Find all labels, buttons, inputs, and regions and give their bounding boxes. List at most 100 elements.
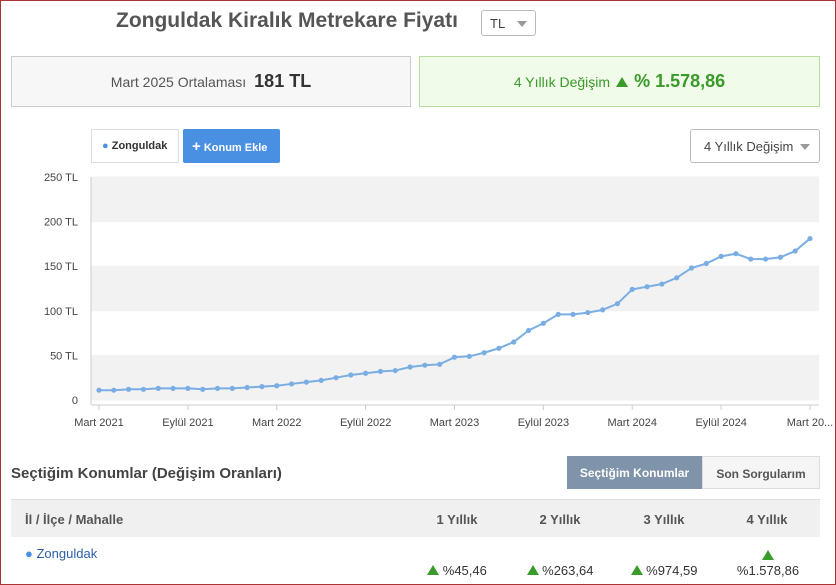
data-point xyxy=(437,361,443,367)
data-point xyxy=(540,320,546,326)
data-point xyxy=(496,345,502,351)
data-point xyxy=(185,385,191,392)
up-arrow xyxy=(616,76,629,87)
up-arrow xyxy=(427,565,440,575)
data-point xyxy=(377,368,384,375)
data-point xyxy=(555,311,561,317)
data-point xyxy=(96,387,102,393)
grid-band xyxy=(91,266,819,311)
data-point xyxy=(792,248,798,254)
x-tick-label: Eylül 2022 xyxy=(340,417,391,429)
y-tick-label: 200 TL xyxy=(44,217,78,229)
location-chip-text: Zonguldak xyxy=(111,140,168,152)
data-point xyxy=(451,354,458,360)
data-point xyxy=(644,284,650,290)
x-tick-label: Eylül 2024 xyxy=(695,417,746,429)
add-location-text: Konum Ekle xyxy=(203,142,268,154)
grid-band xyxy=(91,355,819,400)
currency-text: TL xyxy=(490,16,506,31)
x-tick-label: Mart 20... xyxy=(787,417,833,429)
data-point xyxy=(155,385,161,392)
currency-select[interactable]: TL xyxy=(481,10,536,36)
x-tick-label: Mart 2024 xyxy=(607,417,657,429)
tab[interactable]: Son Sorgularım xyxy=(702,456,820,489)
tab-active[interactable]: Seçtiğim Konumlar xyxy=(567,456,702,489)
data-point xyxy=(525,327,532,334)
data-point xyxy=(214,385,221,392)
cell-text: %263,64 xyxy=(542,563,594,578)
cell-text: %974,59 xyxy=(646,563,698,578)
data-point xyxy=(259,384,265,390)
y-tick-label: 100 TL xyxy=(44,306,78,318)
data-point xyxy=(422,362,428,368)
period-select[interactable]: 4 Yıllık Değişim xyxy=(690,129,820,163)
data-point xyxy=(288,381,295,387)
data-point xyxy=(733,251,739,257)
caret xyxy=(517,21,527,27)
data-point xyxy=(614,301,621,307)
x-tick-label: Mart 2023 xyxy=(430,417,480,429)
row-cell: %974,59 xyxy=(624,563,704,578)
data-point xyxy=(629,286,635,292)
header-cell: 4 Yıllık xyxy=(746,512,788,527)
x-tick-label: Eylül 2021 xyxy=(162,417,213,429)
change-value: % 1.578,86 xyxy=(634,71,726,91)
x-tick-label: Mart 2022 xyxy=(252,417,302,429)
data-point xyxy=(600,307,606,313)
y-tick-label: 50 TL xyxy=(50,350,78,362)
average-value: 181 TL xyxy=(254,71,312,91)
average-label: Mart 2025 Ortalaması xyxy=(110,73,247,90)
data-point xyxy=(407,364,413,370)
up-arrow xyxy=(762,550,774,560)
add-location-button[interactable]: + Konum Ekle xyxy=(183,129,280,163)
location-chip[interactable]: ● Zonguldak xyxy=(91,129,179,163)
data-point xyxy=(777,254,783,260)
data-point xyxy=(126,386,132,392)
header-cell: İl / İlçe / Mahalle xyxy=(25,512,124,527)
data-point xyxy=(718,253,724,259)
data-point xyxy=(570,311,576,317)
header-cell: 1 Yıllık xyxy=(436,512,478,527)
up-arrow xyxy=(526,565,539,575)
y-tick-label: 150 TL xyxy=(44,261,78,273)
section-title: Seçtiğim Konumlar (Değişim Oranları) xyxy=(11,465,282,482)
data-point xyxy=(363,370,369,376)
data-point xyxy=(688,265,695,271)
data-point xyxy=(511,339,517,345)
data-point xyxy=(333,375,339,381)
data-point xyxy=(674,275,680,281)
data-point xyxy=(140,386,147,392)
row-cell: %263,64 xyxy=(520,563,600,578)
average-box: Mart 2025 Ortalaması 181 TL xyxy=(11,56,411,107)
data-point xyxy=(274,383,280,389)
data-point xyxy=(170,385,176,392)
caret xyxy=(800,144,810,150)
change-box: 4 Yıllık Değişim % 1.578,86 xyxy=(419,56,820,107)
period-select-text: 4 Yıllık Değişim xyxy=(704,139,794,154)
table-header: İl / İlçe / Mahalle 1 Yıllık 2 Yıllık 3 … xyxy=(11,499,820,537)
data-point xyxy=(111,387,117,393)
x-tick-label: Mart 2021 xyxy=(74,417,124,429)
data-point xyxy=(392,367,398,374)
row-location-text: Zonguldak xyxy=(36,546,98,561)
data-point xyxy=(466,353,472,359)
cell-text: %1.578,86 xyxy=(736,563,800,578)
cell-text: %45,46 xyxy=(442,563,487,578)
data-point xyxy=(303,379,309,385)
y-tick-label: 250 TL xyxy=(44,172,78,184)
data-point xyxy=(481,350,487,356)
header-cell: 2 Yıllık xyxy=(539,512,581,527)
data-point xyxy=(807,235,813,242)
data-point xyxy=(703,260,709,267)
change-label: 4 Yıllık Değişim xyxy=(513,73,611,90)
data-point xyxy=(200,386,206,392)
data-point xyxy=(762,256,769,262)
up-arrow xyxy=(630,565,643,575)
data-point xyxy=(748,256,754,262)
y-tick-label: 0 xyxy=(72,395,78,407)
chart: 0 50 TL 100 TL 150 TL 200 TL 250 TL Mart 2021 E… xyxy=(44,172,833,429)
row-location[interactable]: ● Zonguldak xyxy=(25,546,98,561)
header-cell: 3 Yıllık xyxy=(643,512,685,527)
page-title: Zonguldak Kiralık Metrekare Fiyatı xyxy=(116,9,458,32)
